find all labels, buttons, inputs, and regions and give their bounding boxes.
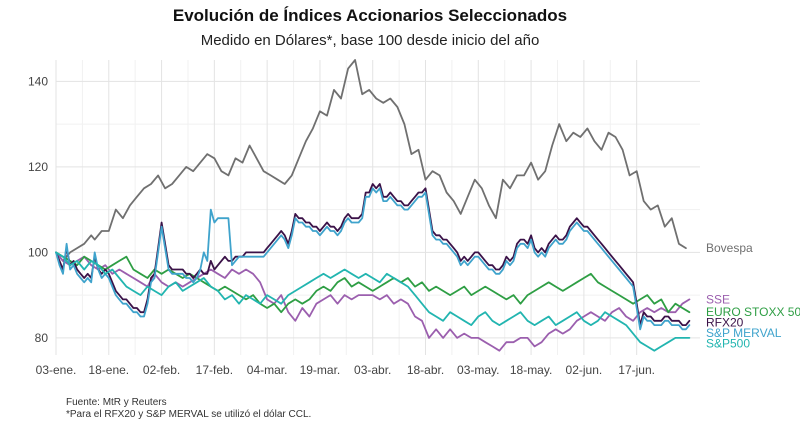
y-tick-label: 120 [28, 160, 48, 174]
source-note: Fuente: MtR y Reuters *Para el RFX20 y S… [66, 397, 311, 421]
chart-subtitle: Medido en Dólares*, base 100 desde inici… [200, 32, 540, 49]
x-tick-label: 03-ene. [36, 363, 77, 377]
x-tick-label: 04-mar. [247, 363, 288, 377]
series-line-s-p500 [55, 251, 691, 352]
x-tick-label: 02-jun. [566, 363, 603, 377]
series-label: Bovespa [706, 241, 753, 255]
series-label: S&P MERVAL [706, 326, 782, 340]
x-axis: 03-ene. 18-ene. 02-feb. 17-feb. 04-mar. 19-ma… [36, 363, 655, 377]
series-lines [55, 59, 691, 352]
series-line-rfx20 [55, 183, 691, 327]
x-tick-label: 17-jun. [618, 363, 655, 377]
series-label: RFX20 [706, 316, 744, 330]
y-axis: 80 100 120 140 [28, 74, 48, 345]
x-tick-label: 03-may. [457, 363, 499, 377]
y-tick-label: 80 [35, 331, 49, 345]
minor-grid [56, 60, 700, 355]
series-line-sse [55, 251, 691, 352]
series-label: SSE [706, 292, 730, 306]
series-line-euro-stoxx-50 [55, 251, 691, 314]
x-tick-label: 03-abr. [354, 363, 391, 377]
series-line-bovespa [55, 59, 687, 262]
series-label: S&P500 [706, 337, 750, 351]
y-tick-label: 140 [28, 74, 48, 88]
chart-title: Evolución de Índices Accionarios Selecci… [172, 6, 568, 25]
x-tick-label: 18-may. [510, 363, 552, 377]
y-tick-label: 100 [28, 245, 48, 259]
source-line-2: *Para el RFX20 y S&P MERVAL se utilizó e… [66, 409, 312, 420]
x-tick-label: 17-feb. [196, 363, 233, 377]
x-tick-label: 02-feb. [143, 363, 180, 377]
series-line-s-p-merval [55, 187, 691, 331]
x-tick-label: 19-mar. [300, 363, 341, 377]
x-tick-label: 18-abr. [407, 363, 444, 377]
major-grid [55, 60, 700, 355]
series-label: EURO STOXX 50 [706, 305, 800, 319]
x-tick-label: 18-ene. [88, 363, 129, 377]
source-line-1: Fuente: MtR y Reuters [66, 397, 167, 408]
